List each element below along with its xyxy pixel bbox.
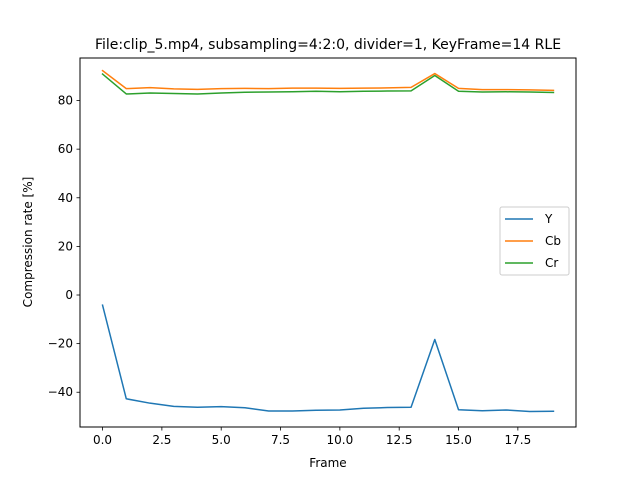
y-tick-label: 20 (58, 239, 73, 253)
y-tick-label: −20 (48, 337, 73, 351)
plot-area (79, 57, 577, 428)
legend-label-y: Y (544, 212, 553, 226)
series-line-cr (101, 72, 555, 95)
y-tick-label: 80 (58, 94, 73, 108)
x-tick-label: 7.5 (271, 433, 290, 447)
x-tick-label: 5.0 (212, 433, 231, 447)
series-layer (101, 69, 555, 413)
x-axis-label: Frame (309, 456, 346, 470)
y-tick-label: −40 (48, 385, 73, 399)
legend: Y Cb Cr (499, 206, 570, 276)
legend-label-cb: Cb (545, 234, 561, 248)
series-line-y (101, 304, 555, 413)
legend-box (499, 206, 570, 276)
y-axis-label: Compression rate [%] (21, 177, 35, 308)
plot-frame (79, 57, 577, 428)
legend-label-cr: Cr (545, 256, 558, 270)
series-line-cb (101, 69, 555, 92)
x-tick-label: 12.5 (386, 433, 413, 447)
plot-background (80, 58, 576, 427)
x-tick-label: 15.0 (445, 433, 472, 447)
x-axis: 0.0 2.5 5.0 7.5 10.0 12.5 15.0 17.5 (93, 427, 531, 447)
y-tick-label: 0 (65, 288, 73, 302)
x-tick-label: 0.0 (93, 433, 112, 447)
y-tick-label: 60 (58, 142, 73, 156)
legend-entries: Y Cb Cr (505, 212, 561, 270)
x-tick-label: 2.5 (152, 433, 171, 447)
y-axis: −40 −20 0 20 40 60 80 (48, 94, 80, 399)
x-tick-label: 10.0 (327, 433, 354, 447)
chart-title: File:clip_5.mp4, subsampling=4:2:0, divi… (95, 37, 561, 53)
x-tick-label: 17.5 (504, 433, 531, 447)
y-tick-label: 40 (58, 191, 73, 205)
